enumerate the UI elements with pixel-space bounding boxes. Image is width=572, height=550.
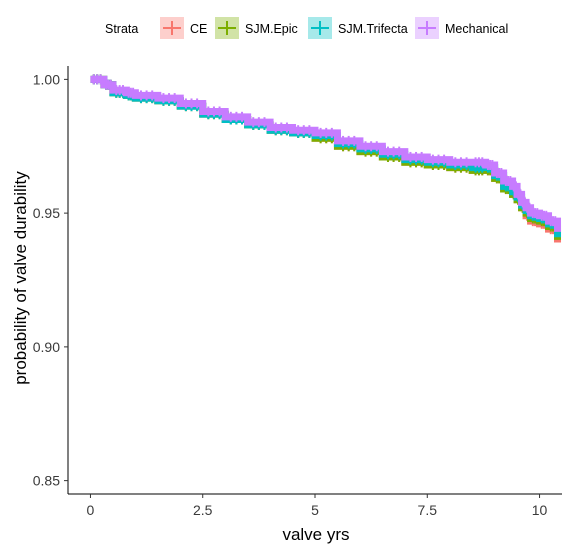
legend-label: SJM.Trifecta	[338, 22, 408, 36]
y-axis-ticks: 0.85 0.90 0.95 1.00	[33, 71, 68, 489]
x-axis-ticks: 0 2.5 5 7.5 10	[87, 494, 548, 518]
legend: Strata CE SJM.Epic SJM.Trifecta Mechanical	[105, 17, 508, 39]
y-axis-title: probability of valve durability	[11, 171, 30, 385]
legend-label: CE	[190, 22, 207, 36]
y-tick-label: 0.85	[33, 473, 60, 489]
legend-title: Strata	[105, 22, 138, 36]
x-tick-label: 5	[311, 502, 319, 518]
x-tick-label: 0	[87, 502, 95, 518]
legend-entry-sjm-trifecta: SJM.Trifecta	[308, 17, 408, 39]
x-axis-title: valve yrs	[282, 525, 349, 544]
y-tick-label: 0.90	[33, 339, 60, 355]
series-line	[90, 75, 562, 238]
legend-entry-sjm-epic: SJM.Epic	[215, 17, 298, 39]
y-tick-label: 0.95	[33, 205, 60, 221]
censor-marks	[92, 74, 557, 227]
legend-entry-ce: CE	[160, 17, 207, 39]
series-mechanical	[90, 74, 562, 232]
x-tick-label: 2.5	[193, 502, 213, 518]
x-tick-label: 10	[532, 502, 548, 518]
x-tick-label: 7.5	[418, 502, 438, 518]
y-tick-label: 1.00	[33, 71, 60, 87]
legend-label: Mechanical	[445, 22, 508, 36]
legend-entry-mechanical: Mechanical	[415, 17, 508, 39]
plot-area: 0 2.5 5 7.5 10 0.85 0.90 0.95 1.00	[33, 66, 562, 518]
legend-label: SJM.Epic	[245, 22, 298, 36]
